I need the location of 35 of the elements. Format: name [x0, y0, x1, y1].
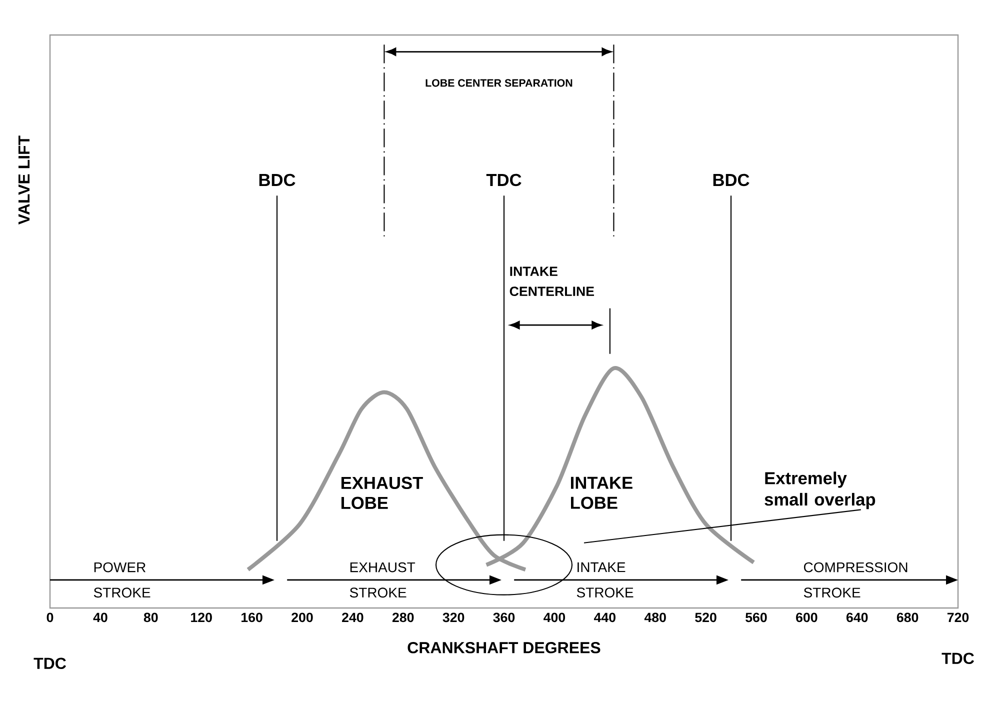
x-tick-label: 400 [544, 612, 566, 622]
x-tick-label: 160 [241, 612, 262, 622]
x-tick-label: 240 [342, 612, 364, 622]
x-tick-label: 200 [292, 612, 313, 622]
x-tick-label: 120 [191, 612, 212, 622]
x-tick-label: 40 [93, 612, 108, 622]
x-axis-title: CRANKSHAFT DEGREES [408, 642, 600, 654]
series-label: INTAKE LOBE [571, 476, 632, 509]
text: INTAKE CENTERLINE [510, 266, 594, 296]
annotation: INTAKE STROKE [576, 562, 634, 598]
x-tick-label: 720 [947, 612, 969, 622]
ref-line-label: BDC [713, 174, 750, 186]
annotation: POWER STROKE [94, 562, 150, 598]
x-tick-label: 520 [695, 612, 716, 622]
x-tick-label: 440 [594, 612, 616, 622]
x-tick-label: 560 [746, 612, 767, 622]
x-tick-label: 320 [442, 612, 464, 622]
text: TDC [942, 652, 974, 664]
annotation: COMPRESSION STROKE [804, 562, 908, 598]
x-tick-label: 480 [644, 612, 666, 622]
text: LOBE CENTER SEPARATION [426, 79, 572, 87]
text: TDC [34, 658, 66, 670]
annotation: EXHAUST STROKE [350, 562, 416, 598]
x-tick-label: 80 [144, 612, 158, 622]
ref-line-label: TDC [486, 174, 522, 186]
text: VALVE LIFT [18, 136, 30, 224]
x-tick-label: 360 [493, 612, 515, 622]
x-tick-label: 600 [796, 612, 818, 622]
x-tick-label: 640 [846, 612, 868, 622]
x-tick-label: 280 [392, 612, 414, 622]
annotation: Extremely small overlap [764, 472, 876, 510]
series-label: EXHAUST LOBE [341, 476, 423, 510]
x-tick-label: 680 [896, 612, 918, 622]
ref-line-label: BDC [259, 174, 296, 186]
x-tick-label: 0 [46, 612, 54, 622]
